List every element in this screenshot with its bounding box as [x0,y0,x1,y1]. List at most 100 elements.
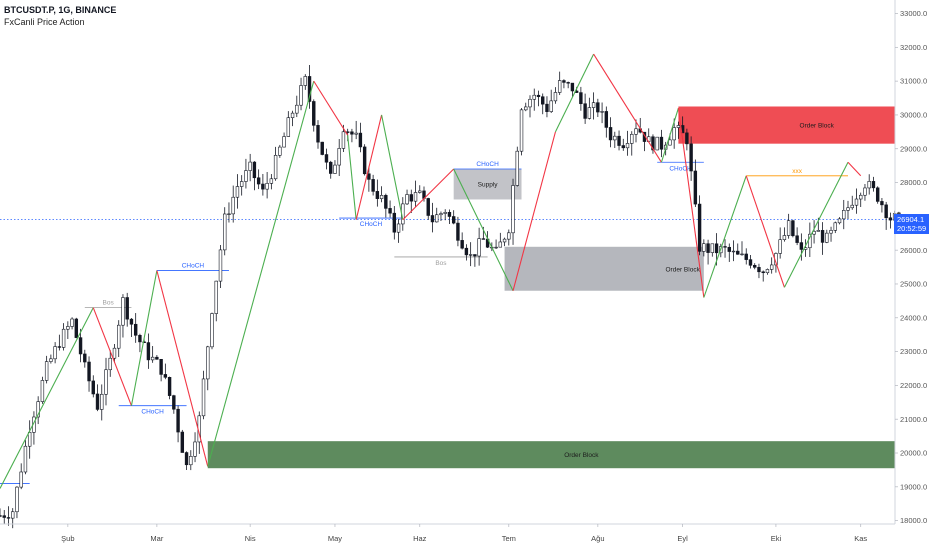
candle-body [468,254,473,256]
candle-body [498,241,503,248]
candle-body [460,240,464,249]
candle-body [816,230,821,232]
candle-body [295,104,299,114]
zigzag-leg [313,80,349,136]
candle-body [676,125,681,128]
zone-label: Supply [478,182,499,189]
level-label: CHoCH [669,165,692,172]
plot-background [0,0,895,524]
x-tick-label: Nis [245,534,256,543]
candle-body [125,297,129,320]
candle-body [854,198,859,206]
candle-body [418,190,422,193]
candle-body [672,127,676,141]
candle-body [888,217,893,221]
zigzag-leg [92,307,132,406]
zigzag-leg [355,114,383,220]
zone-label: Order Block [564,452,599,459]
candle-body [248,161,252,171]
candle-body [634,128,638,135]
candle-body [201,378,206,417]
candle-body [833,222,837,231]
y-tick-label: 18000.0 [900,516,927,525]
x-tick-label: Tem [502,534,516,543]
candle-body [312,101,316,126]
candle-body [630,133,634,144]
candle-body [413,192,418,202]
zones-layer: Order Block Order Block Order Block Supply [207,106,895,469]
zigzag-leg [783,162,849,288]
candle-body [451,216,456,224]
zigzag-leg [847,161,862,177]
y-tick-label: 26000.0 [900,246,927,255]
indicator-name[interactable]: FxCanli Price Action [4,17,85,27]
candle-body [138,335,142,343]
candle-body [53,346,57,360]
candle-body [791,220,795,237]
candle-body [532,94,536,100]
candle-body [710,243,715,253]
candle-body [2,515,6,518]
candle-body [286,117,291,137]
candle-body [761,271,765,274]
candle-body [112,347,117,359]
candle-body [748,259,753,266]
candle-body [341,131,346,149]
candle-body [210,313,214,348]
candle-body [744,253,748,260]
candle-body [104,369,108,395]
bar-countdown: 20:52:59 [897,223,927,233]
candle-body [740,253,744,256]
candle-body [880,201,884,206]
candle-body [66,326,70,330]
candle-body [70,318,74,327]
zigzag-leg [130,270,158,406]
candle-body [95,393,100,410]
candle-body [150,356,155,361]
candle-body [27,432,32,447]
candle-body [379,195,384,199]
level-label: CHoCH [476,161,499,168]
candle-body [375,191,380,199]
zigzag-leg [554,53,595,133]
zigzag-leg [593,53,662,163]
candle-body [583,103,587,119]
candle-body [362,146,367,175]
symbol-title[interactable]: BTCUSDT.P, 1G, BINANCE [4,5,117,15]
candle-body [850,204,854,209]
candle-body [320,141,324,155]
candle-body [549,100,553,112]
candle-body [795,235,799,243]
level-label: Bos [103,300,115,307]
x-axis: Şub Mar Nis May Haz Tem Ağu Eyl Eki Kas [61,524,867,543]
candle-body [15,486,19,513]
candle-body [702,243,706,252]
candle-body [579,92,583,105]
y-tick-label: 21000.0 [900,415,927,424]
candle-body [176,408,180,433]
candle-body [473,254,477,257]
y-tick-label: 20000.0 [900,449,927,458]
candle-body [447,212,452,217]
zone-box [207,441,895,469]
candle-body [350,131,354,135]
candle-body [290,112,295,119]
y-tick-label: 30000.0 [900,111,927,120]
candle-body [333,164,337,174]
candle-body [731,250,736,253]
candles-layer [0,64,901,529]
candle-body [842,210,846,220]
candle-body [519,109,524,152]
candle-body [358,132,363,148]
candle-body [464,247,469,256]
y-tick-label: 29000.0 [900,144,927,153]
x-tick-label: Haz [413,534,427,543]
candle-body [820,230,825,243]
x-tick-label: Eyl [677,534,688,543]
candle-body [167,377,172,396]
candle-body [825,232,829,243]
candle-body [159,358,163,375]
candle-body [528,98,532,108]
candle-body [40,380,45,402]
